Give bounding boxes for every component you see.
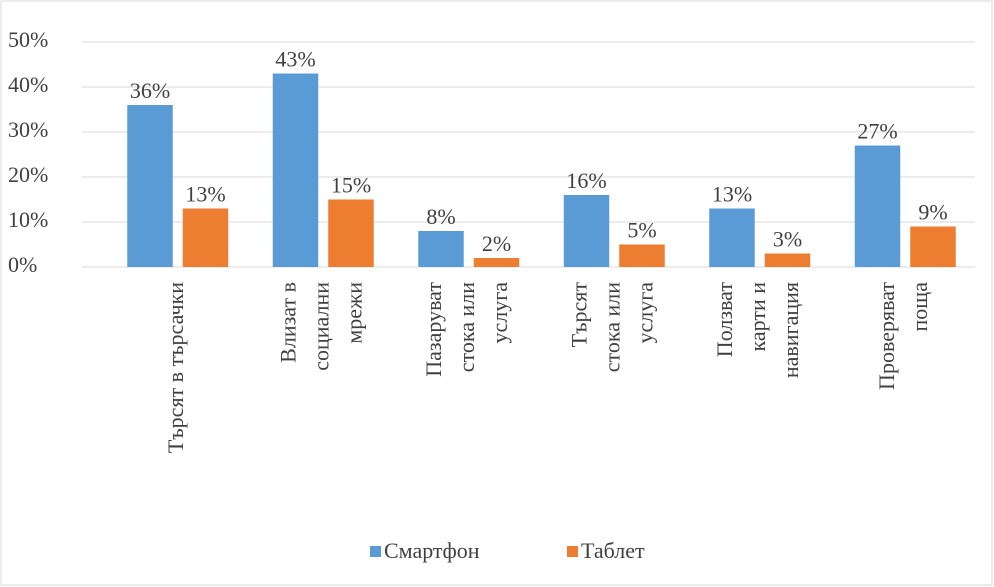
x-tick-label: услуга xyxy=(487,282,512,344)
bar xyxy=(854,145,901,267)
x-tick-label: стока или xyxy=(454,282,479,372)
y-tick-label: 10% xyxy=(8,207,48,232)
legend-swatch xyxy=(370,546,381,557)
bar xyxy=(619,244,665,267)
bar xyxy=(910,226,956,267)
x-tick-label: мрежи xyxy=(341,282,366,344)
data-label: 27% xyxy=(857,119,897,144)
x-tick-label: социални xyxy=(308,282,333,371)
bar xyxy=(328,199,374,267)
bar xyxy=(127,105,173,267)
x-tick-label: Проверяват xyxy=(874,282,899,390)
legend-label: Смартфон xyxy=(384,538,480,563)
x-tick-label: Търсят xyxy=(566,282,591,348)
x-tick-label: Влизат в xyxy=(275,282,300,363)
legend-label: Таблет xyxy=(581,538,645,563)
data-label: 5% xyxy=(627,218,656,243)
data-label: 15% xyxy=(331,173,371,198)
legend-swatch xyxy=(567,546,578,557)
y-tick-label: 0% xyxy=(8,252,37,277)
bar xyxy=(182,208,229,267)
x-tick-label: Търсят в търсачки xyxy=(163,282,188,453)
y-tick-label: 40% xyxy=(8,72,48,97)
bar xyxy=(764,253,811,267)
data-label: 2% xyxy=(482,231,511,256)
x-tick-label: услуга xyxy=(632,282,657,344)
data-label: 16% xyxy=(566,168,606,193)
data-label: 36% xyxy=(130,78,170,103)
data-label: 13% xyxy=(185,182,225,207)
data-label: 3% xyxy=(773,227,802,252)
y-tick-label: 30% xyxy=(8,117,48,142)
data-label: 43% xyxy=(275,47,315,72)
bar xyxy=(473,258,520,267)
y-tick-label: 50% xyxy=(8,27,48,52)
x-tick-label: поща xyxy=(907,282,932,332)
y-tick-label: 20% xyxy=(8,162,48,187)
bar xyxy=(709,208,755,267)
x-tick-label: Ползват xyxy=(712,282,737,358)
bar xyxy=(563,195,610,267)
data-label: 13% xyxy=(712,182,752,207)
bar xyxy=(418,231,464,267)
x-tick-label: стока или xyxy=(599,282,624,372)
data-label: 9% xyxy=(918,200,947,225)
x-tick-label: навигация xyxy=(778,282,803,378)
data-label: 8% xyxy=(426,204,455,229)
x-tick-label: Пазаруват xyxy=(421,282,446,377)
x-tick-label: карти и xyxy=(745,282,770,352)
bar xyxy=(272,73,319,267)
